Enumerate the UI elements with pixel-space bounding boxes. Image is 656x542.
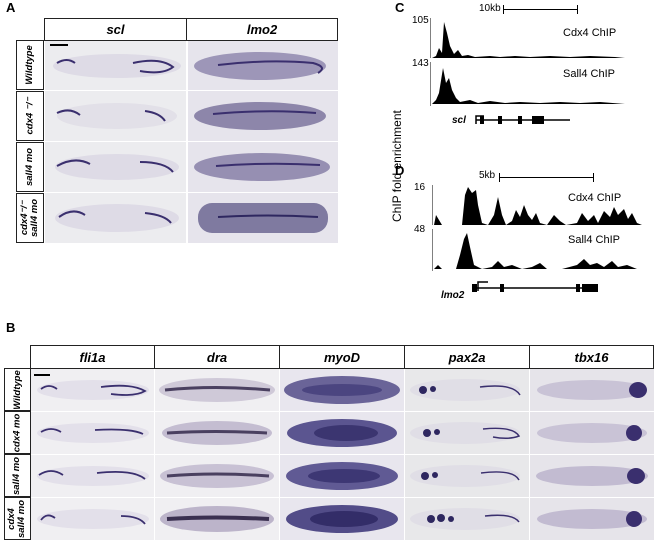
rowlabel-text: sall4 mo: [11, 456, 23, 495]
panel-a-header-lmo2: lmo2: [186, 18, 338, 41]
panel-c-track1-name: Cdx4 ChIP: [563, 27, 617, 39]
panel-b-embryo-pax2a-sall4: [405, 455, 529, 497]
rowlabel-line-2: sall4 mo: [16, 499, 28, 538]
panel-a-embryo-scl-cdx4-sall4: [45, 193, 186, 243]
panel-d-track2-name: Sall4 ChIP: [568, 234, 620, 246]
rowlabel-text: Wildtype: [24, 45, 35, 85]
panel-a-embryo-lmo2-cdx4-sall4: [188, 193, 338, 243]
panel-b-header-dra: dra: [154, 345, 280, 369]
panel-b-rowlabel-wildtype: Wildtype: [4, 368, 31, 411]
panel-c-scale-bar: [503, 9, 578, 10]
rowlabel-text: cdx4 mo: [11, 413, 23, 452]
panel-b-embryo-tbx16-sall4: [530, 455, 654, 497]
panel-a-rowlabel-cdx4: cdx4 ⁻/⁻: [16, 91, 44, 141]
panel-d-track1-max: 16: [414, 182, 426, 193]
panel-a-embryo-scl-wildtype: [45, 41, 186, 90]
rowlabel-text: sall4 mo: [24, 147, 35, 187]
panel-c-scale-tick-right: [577, 5, 578, 14]
panel-c-track2-name: Sall4 ChIP: [563, 68, 615, 80]
panel-b-header-myod: myoD: [279, 345, 405, 369]
panel-a-embryo-lmo2-cdx4: [188, 91, 338, 141]
rowlabel-text: Wildtype: [11, 369, 23, 410]
panel-b-embryo-pax2a-cdx4-sall4: [405, 498, 529, 540]
panel-b-header-pax2a: pax2a: [404, 345, 530, 369]
panel-b-embryo-tbx16-wildtype: [530, 369, 654, 411]
panel-a-rowlabel-sall4: sall4 mo: [16, 142, 44, 192]
panel-c-gene-label: scl: [452, 115, 466, 126]
panel-a-embryo-lmo2-sall4: [188, 142, 338, 192]
rowlabel-text: cdx4 ⁻/⁻: [24, 97, 35, 135]
rowlabel-text: cdx4⁻/⁻ sall4 mo: [19, 198, 40, 238]
panel-b-header-fli1a: fli1a: [30, 345, 155, 369]
panel-c-chip-tracks: [429, 18, 630, 108]
panel-c-track1-max: 105: [412, 15, 429, 26]
panel-d-scale-tick-right: [593, 173, 594, 182]
panel-b-embryo-myod-sall4: [280, 455, 404, 497]
panel-b-letter: B: [6, 320, 16, 335]
panel-c-track2-max: 143: [412, 58, 429, 69]
rowlabel-text: cdx4 sall4 mo: [7, 499, 28, 538]
panel-b-embryo-myod-wildtype: [280, 369, 404, 411]
panel-a-rowlabel-cdx4-sall4: cdx4⁻/⁻ sall4 mo: [16, 193, 44, 243]
panel-d-scale-tick-left: [499, 173, 500, 182]
panel-b-embryo-fli1a-cdx4-sall4: [31, 498, 154, 540]
panel-d-gene-model: [468, 278, 603, 296]
panel-b-embryo-dra-wildtype: [155, 369, 279, 411]
panel-d-scale-label: 5kb: [479, 170, 496, 181]
rowlabel-line-2: sall4 mo: [29, 198, 40, 238]
panel-d-track2-max: 48: [414, 224, 426, 235]
panel-a-header-scl: scl: [44, 18, 187, 41]
panel-b-embryo-tbx16-cdx4-sall4: [530, 498, 654, 540]
panel-d-chip-tracks: [431, 185, 644, 273]
panel-b-rowlabel-cdx4: cdx4 mo: [4, 411, 31, 454]
panel-b-embryo-pax2a-cdx4: [405, 412, 529, 454]
panel-c-gene-model: [470, 112, 590, 128]
panel-b-embryo-fli1a-sall4: [31, 455, 154, 497]
panel-b-rowlabel-sall4: sall4 mo: [4, 454, 31, 497]
panel-d-scale-bar: [499, 177, 594, 178]
panel-b-embryo-tbx16-cdx4: [530, 412, 654, 454]
panel-a-embryo-lmo2-wildtype: [188, 41, 338, 90]
panel-c-scale-label: 10kb: [479, 3, 501, 14]
panel-b-header-tbx16: tbx16: [529, 345, 654, 369]
panel-b-embryo-dra-sall4: [155, 455, 279, 497]
panel-b-rowlabel-cdx4-sall4: cdx4 sall4 mo: [4, 497, 31, 540]
panel-d-letter: D: [395, 163, 405, 178]
panel-b-embryo-pax2a-wildtype: [405, 369, 529, 411]
panel-b-embryo-fli1a-cdx4: [31, 412, 154, 454]
panel-a-embryo-scl-sall4: [45, 142, 186, 192]
panel-b-embryo-dra-cdx4: [155, 412, 279, 454]
panel-b-embryo-myod-cdx4: [280, 412, 404, 454]
panel-b-embryo-dra-cdx4-sall4: [155, 498, 279, 540]
panel-b-embryo-fli1a-wildtype: [31, 369, 154, 411]
panel-a-rowlabel-wildtype: Wildtype: [16, 40, 44, 90]
panel-d-gene-label: lmo2: [441, 290, 465, 301]
panel-a-embryo-scl-cdx4: [45, 91, 186, 141]
panel-a-letter: A: [6, 0, 16, 15]
panel-b-embryo-myod-cdx4-sall4: [280, 498, 404, 540]
panel-c-scale-tick-left: [503, 5, 504, 14]
panel-c-letter: C: [395, 0, 405, 15]
panel-d-track1-name: Cdx4 ChIP: [568, 192, 622, 204]
